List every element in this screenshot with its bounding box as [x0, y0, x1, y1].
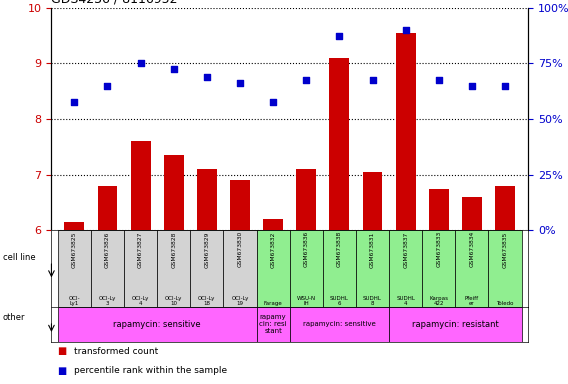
Bar [462, 197, 482, 230]
Bar [429, 189, 449, 230]
Bar [190, 230, 223, 307]
Bar [263, 219, 283, 230]
Text: WSU-N
IH: WSU-N IH [296, 296, 316, 306]
Text: transformed count: transformed count [74, 347, 158, 356]
Bar [323, 230, 356, 307]
Text: Karpas
422: Karpas 422 [429, 296, 448, 306]
Text: OCI-Ly
18: OCI-Ly 18 [198, 296, 215, 306]
Bar [389, 230, 422, 307]
Text: OCI-Ly
19: OCI-Ly 19 [231, 296, 249, 306]
Text: rapamycin: sensitive: rapamycin: sensitive [303, 321, 376, 328]
Bar [495, 186, 515, 230]
Bar [329, 58, 349, 230]
Text: ■: ■ [57, 366, 66, 376]
Bar [223, 230, 257, 307]
Text: GSM673828: GSM673828 [171, 231, 176, 268]
Text: percentile rank within the sample: percentile rank within the sample [74, 366, 227, 375]
Text: GSM673836: GSM673836 [304, 231, 309, 267]
Text: OCI-Ly
10: OCI-Ly 10 [165, 296, 182, 306]
Text: GDS4236 / 8116952: GDS4236 / 8116952 [51, 0, 178, 5]
Bar [91, 230, 124, 307]
Point [136, 60, 145, 66]
Point [434, 77, 443, 83]
Bar [257, 230, 290, 307]
Text: cell line: cell line [3, 253, 35, 262]
Bar [257, 307, 290, 342]
Bar [456, 230, 488, 307]
Text: OCI-Ly
3: OCI-Ly 3 [99, 296, 116, 306]
Point [202, 74, 211, 80]
Text: OCI-
Ly1: OCI- Ly1 [69, 296, 80, 306]
Text: GSM673829: GSM673829 [204, 231, 210, 268]
Point [467, 83, 477, 89]
Text: rapamycin: resistant: rapamycin: resistant [412, 320, 499, 329]
Text: GSM673834: GSM673834 [469, 231, 474, 267]
Point [70, 99, 79, 106]
Bar [157, 230, 190, 307]
Text: GSM673831: GSM673831 [370, 231, 375, 268]
Text: other: other [3, 313, 26, 322]
Bar [362, 172, 382, 230]
Point [302, 77, 311, 83]
Text: SUDHL
4: SUDHL 4 [396, 296, 415, 306]
Text: Pfeiff
er: Pfeiff er [465, 296, 479, 306]
Bar [98, 186, 118, 230]
Bar [64, 222, 84, 230]
Text: GSM673825: GSM673825 [72, 231, 77, 268]
Bar [230, 180, 250, 230]
Text: ■: ■ [57, 346, 66, 356]
Text: GSM673827: GSM673827 [138, 231, 143, 268]
Bar [58, 230, 91, 307]
Bar [356, 230, 389, 307]
Text: SUDHL
8: SUDHL 8 [363, 296, 382, 306]
Bar [131, 141, 151, 230]
Bar [389, 307, 521, 342]
Text: GSM673835: GSM673835 [503, 231, 508, 268]
Point [335, 33, 344, 39]
Point [169, 66, 178, 72]
Point [500, 83, 509, 89]
Bar [124, 230, 157, 307]
Text: GSM673833: GSM673833 [436, 231, 441, 267]
Point [103, 83, 112, 89]
Bar [197, 169, 217, 230]
Bar [164, 155, 183, 230]
Text: GSM673830: GSM673830 [237, 231, 243, 267]
Text: rapamy
cin: resi
stant: rapamy cin: resi stant [260, 314, 287, 334]
Bar [422, 230, 456, 307]
Text: GSM673837: GSM673837 [403, 231, 408, 268]
Text: SUDHL
6: SUDHL 6 [330, 296, 349, 306]
Text: GSM673826: GSM673826 [105, 231, 110, 268]
Bar [488, 230, 521, 307]
Bar [58, 307, 257, 342]
Point [235, 80, 244, 86]
Bar [290, 307, 389, 342]
Point [401, 27, 410, 33]
Bar [296, 169, 316, 230]
Bar [290, 230, 323, 307]
Text: GSM673838: GSM673838 [337, 231, 342, 267]
Text: Farage: Farage [264, 301, 282, 306]
Text: GSM673832: GSM673832 [270, 231, 275, 268]
Point [269, 99, 278, 106]
Text: OCI-Ly
4: OCI-Ly 4 [132, 296, 149, 306]
Text: Toledo: Toledo [496, 301, 514, 306]
Text: rapamycin: sensitive: rapamycin: sensitive [114, 320, 201, 329]
Bar [396, 33, 416, 230]
Point [368, 77, 377, 83]
